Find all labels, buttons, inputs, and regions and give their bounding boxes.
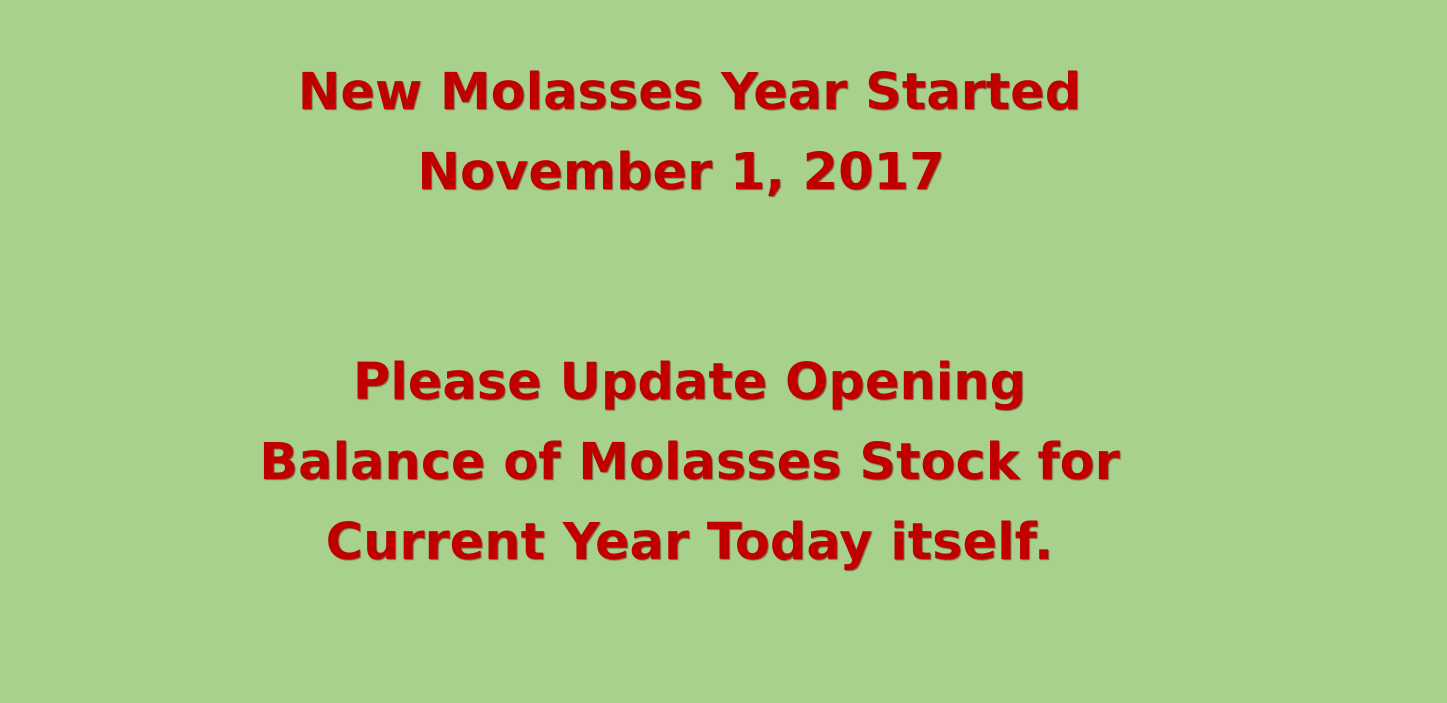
announcement-title: New Molasses Year Started [297, 63, 1082, 122]
message-line-1: Please Update Opening [352, 353, 1027, 412]
announcement-date: November 1, 2017 [417, 143, 945, 202]
message-line-3: Current Year Today itself. [325, 513, 1054, 572]
message-line-2: Balance of Molasses Stock for [259, 433, 1120, 492]
